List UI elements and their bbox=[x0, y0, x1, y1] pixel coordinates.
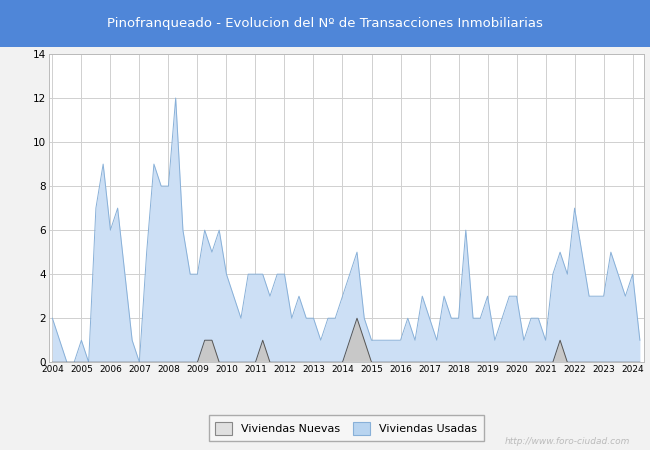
Legend: Viviendas Nuevas, Viviendas Usadas: Viviendas Nuevas, Viviendas Usadas bbox=[209, 415, 484, 441]
Text: Pinofranqueado - Evolucion del Nº de Transacciones Inmobiliarias: Pinofranqueado - Evolucion del Nº de Tra… bbox=[107, 17, 543, 30]
Text: http://www.foro-ciudad.com: http://www.foro-ciudad.com bbox=[505, 436, 630, 446]
